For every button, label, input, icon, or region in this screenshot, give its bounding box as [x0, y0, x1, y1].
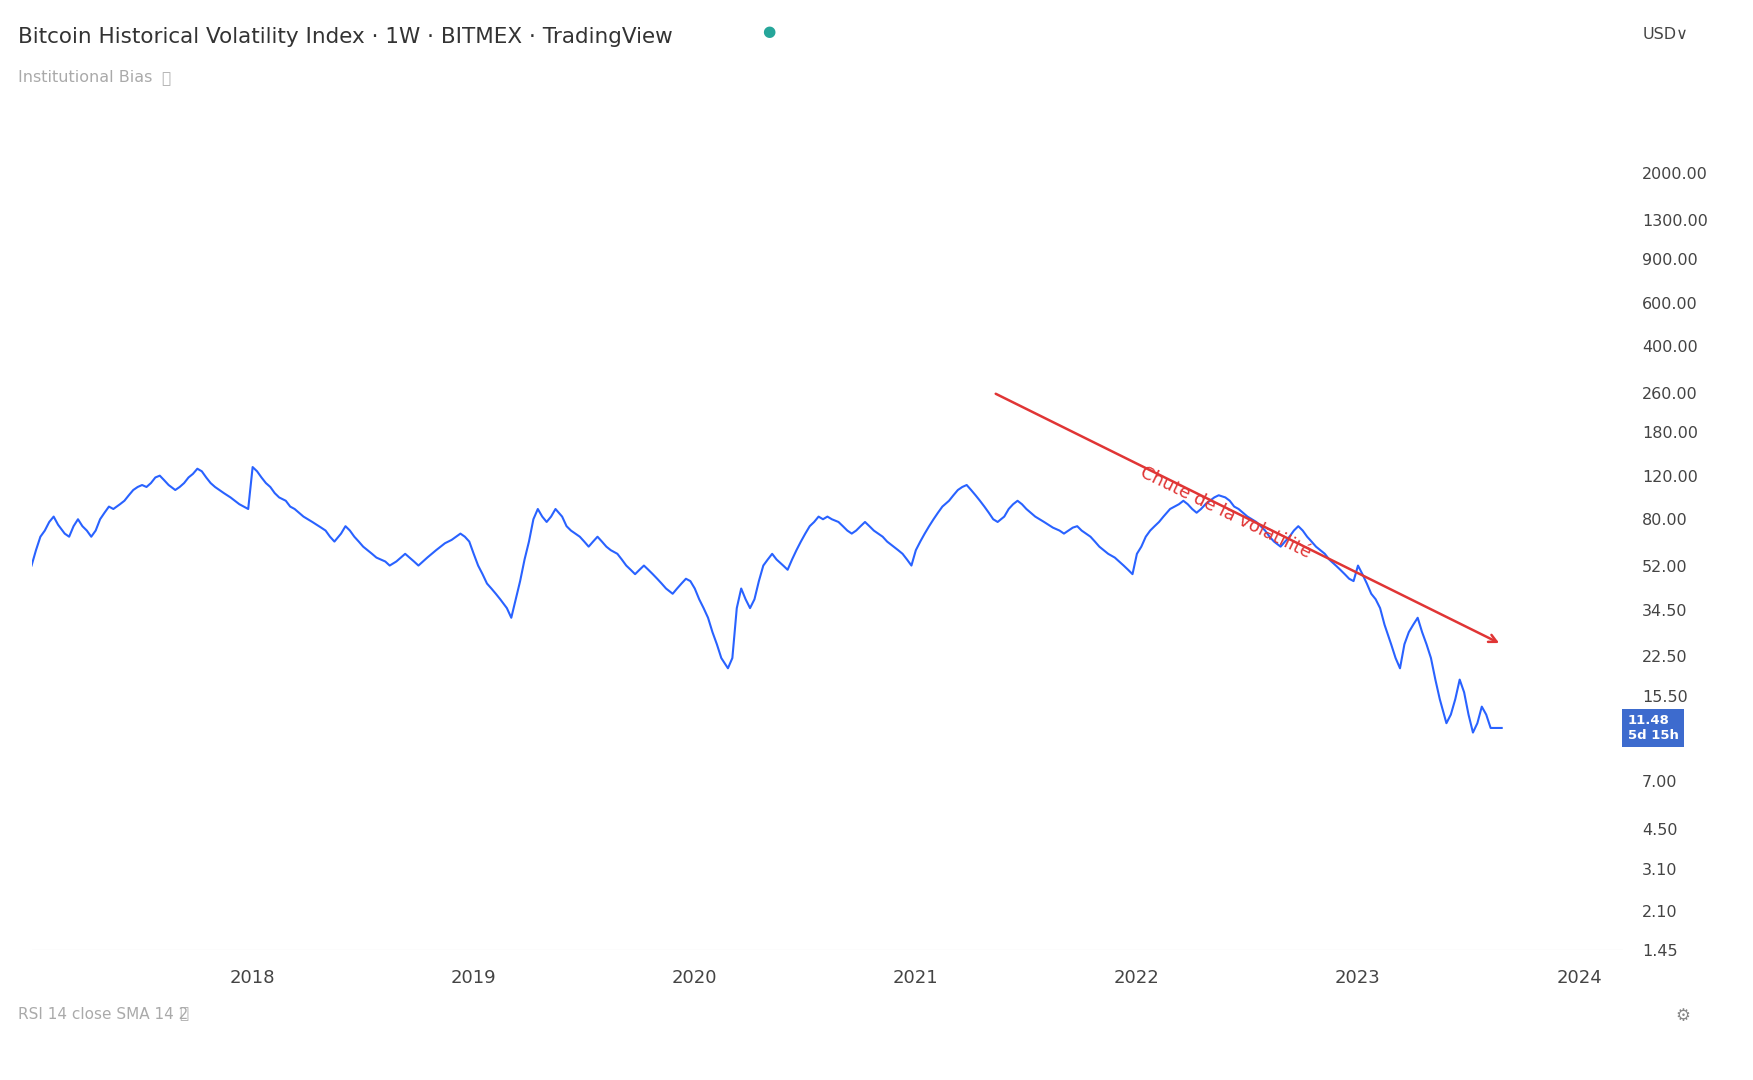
Text: RSI 14 close SMA 14 2: RSI 14 close SMA 14 2: [18, 1007, 188, 1022]
Text: ●: ●: [763, 24, 777, 39]
Text: 11.48
5d 15h: 11.48 5d 15h: [1629, 714, 1679, 742]
Text: USD∨: USD∨: [1643, 27, 1688, 42]
Text: Chute de la volatilité: Chute de la volatilité: [1138, 463, 1313, 562]
Text: ⚙: ⚙: [1676, 1007, 1690, 1025]
Text: Bitcoin Historical Volatility Index · 1W · BITMEX · TradingView: Bitcoin Historical Volatility Index · 1W…: [18, 27, 673, 48]
Text: Institutional Bias: Institutional Bias: [18, 70, 153, 85]
Text: ⦸: ⦸: [179, 1007, 188, 1022]
Text: ⦸: ⦸: [161, 71, 170, 86]
